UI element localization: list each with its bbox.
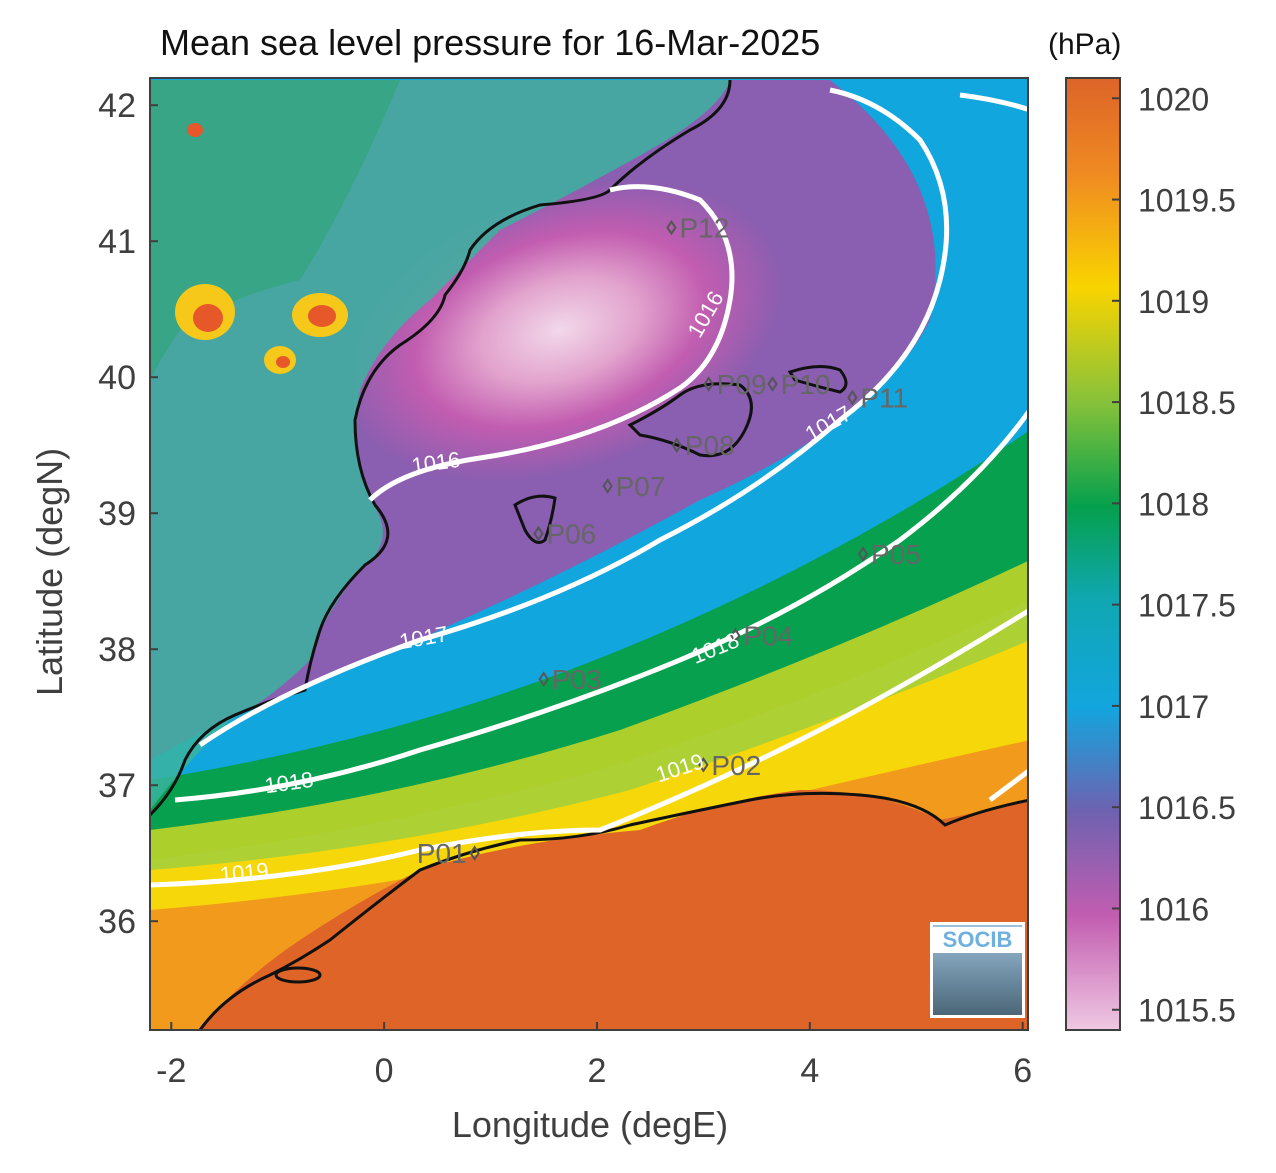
station-marker — [698, 756, 709, 773]
logo-text: SOCIB — [933, 927, 1022, 953]
station-marker — [730, 627, 741, 644]
x-tick-label: -2 — [156, 1052, 186, 1090]
station-label: P07 — [616, 471, 666, 502]
chart-title: Mean sea level pressure for 16-Mar-2025 — [160, 22, 821, 63]
plot-frame — [149, 77, 1029, 1031]
x-tick-label: 0 — [375, 1052, 394, 1090]
station-marker — [533, 525, 544, 542]
station-marker — [671, 437, 683, 454]
colorbar-tick-label: 1018 — [1138, 486, 1209, 522]
y-tick-label: 41 — [98, 223, 136, 261]
station-marker — [602, 478, 613, 494]
y-axis-label: Latitude (degN) — [29, 447, 70, 696]
colorbar-tick-label: 1017 — [1138, 689, 1209, 725]
station-label: P03 — [552, 664, 602, 695]
x-axis-ticks: -2 0 2 4 6 — [156, 1022, 1032, 1090]
station-marker — [703, 376, 714, 392]
station-marker — [666, 219, 677, 236]
y-axis-ticks: 42 41 40 39 38 37 36 — [98, 87, 158, 941]
colorbar-tick-label: 1016 — [1138, 891, 1209, 927]
station-label: P06 — [546, 519, 596, 550]
station-label: P05 — [871, 539, 921, 570]
station-markers: P01 P02 P03 P04 P05 P06 P07 P08 P09 P10 P11 P12 — [417, 213, 921, 870]
station-marker — [847, 389, 858, 406]
y-tick-label: 42 — [98, 87, 136, 125]
colorbar-tick-label: 1018.5 — [1138, 385, 1236, 421]
station-marker — [767, 376, 778, 392]
y-tick-label: 40 — [98, 359, 136, 397]
station-label: P04 — [743, 621, 793, 652]
colorbar-tick-label: 1017.5 — [1138, 588, 1236, 624]
y-tick-label: 36 — [98, 903, 136, 941]
contour-label: 1019 — [219, 858, 270, 888]
pressure-field — [150, 78, 1028, 1030]
x-axis-label: Longitude (degE) — [451, 1104, 729, 1145]
station-marker — [857, 546, 869, 562]
y-tick-label: 39 — [98, 495, 136, 533]
station-label: P08 — [685, 430, 735, 461]
colorbar-units: (hPa) — [1048, 28, 1122, 61]
socib-logo: SOCIB — [930, 922, 1025, 1018]
colorbar-tick-label: 1016.5 — [1138, 790, 1236, 826]
station-label: P10 — [781, 369, 831, 400]
colorbar-tick-label: 1015.5 — [1138, 993, 1236, 1029]
x-tick-label: 6 — [1013, 1052, 1032, 1090]
y-tick-label: 38 — [98, 631, 136, 669]
station-label: P01 — [417, 838, 467, 869]
station-label: P09 — [717, 369, 767, 400]
station-marker — [538, 671, 549, 687]
colorbar-ticks: 1020 1019.5 1019 1018.5 1018 1017.5 1017 1016.5… — [1112, 81, 1236, 1029]
station-label: P12 — [679, 213, 729, 244]
station-marker — [469, 845, 480, 862]
station-label: P11 — [860, 383, 908, 414]
colorbar-tick-label: 1019 — [1138, 284, 1209, 320]
x-tick-label: 4 — [800, 1052, 819, 1090]
station-label: P02 — [711, 750, 761, 781]
colorbar — [1065, 77, 1121, 1031]
colorbar-tick-label: 1020 — [1138, 81, 1209, 117]
colorbar-tick-label: 1019.5 — [1138, 183, 1236, 219]
y-tick-label: 37 — [98, 767, 136, 805]
x-tick-label: 2 — [588, 1052, 607, 1090]
